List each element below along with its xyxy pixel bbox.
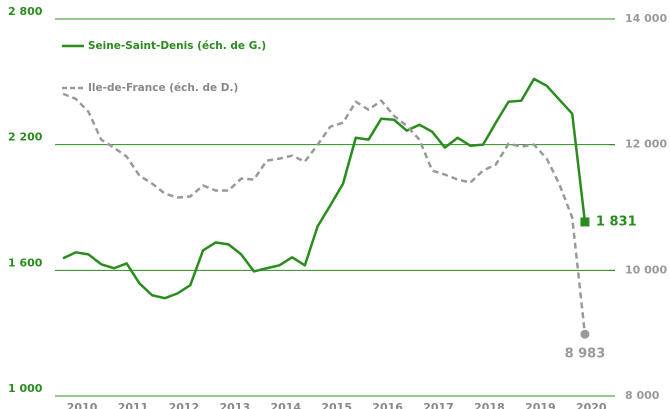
y2-tick-label: 8 000 <box>625 389 660 402</box>
x-tick-label: 2014 <box>270 401 301 409</box>
x-tick-label: 2018 <box>474 401 505 409</box>
legend-label: Seine-Saint-Denis (éch. de G.) <box>88 40 266 52</box>
legend-label: Ile-de-France (éch. de D.) <box>88 82 238 94</box>
y2-tick-label: 10 000 <box>625 263 667 276</box>
end-marker <box>580 329 590 339</box>
y2-tick-label: 14 000 <box>625 12 667 25</box>
y2-tick-label: 12 000 <box>625 138 667 151</box>
x-tick-label: 2015 <box>321 401 352 409</box>
value-label: 8 983 <box>565 347 606 362</box>
x-tick-label: 2011 <box>118 401 149 409</box>
x-tick-label: 2020 <box>576 401 607 409</box>
end-marker <box>580 217 590 227</box>
y-tick-label: 2 200 <box>8 131 43 144</box>
y-tick-label: 2 800 <box>8 5 43 18</box>
x-tick-label: 2019 <box>525 401 556 409</box>
x-tick-label: 2013 <box>220 401 251 409</box>
x-tick-label: 2016 <box>372 401 403 409</box>
x-tick-label: 2017 <box>423 401 454 409</box>
series-line <box>62 77 587 300</box>
value-label: 1 831 <box>596 214 637 229</box>
y-tick-label: 1 600 <box>8 256 43 269</box>
series-line <box>62 92 587 335</box>
x-tick-label: 2010 <box>67 401 98 409</box>
x-tick-label: 2012 <box>169 401 200 409</box>
y-tick-label: 1 000 <box>8 382 43 395</box>
